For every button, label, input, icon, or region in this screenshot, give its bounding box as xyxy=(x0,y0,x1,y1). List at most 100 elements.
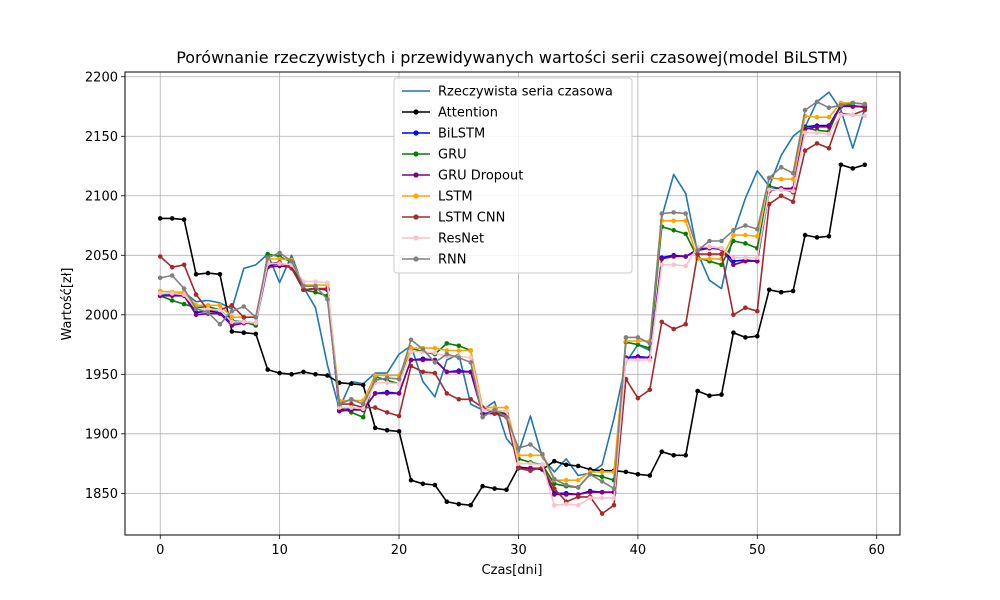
x-tick-label: 40 xyxy=(630,543,647,558)
data-point xyxy=(599,469,605,475)
data-point xyxy=(301,283,306,289)
data-point xyxy=(719,392,724,397)
data-point xyxy=(217,307,223,313)
data-point xyxy=(444,351,450,357)
data-point xyxy=(181,301,187,307)
y-tick-label: 2150 xyxy=(85,130,118,145)
data-point xyxy=(575,485,581,490)
data-point xyxy=(301,287,306,293)
data-point xyxy=(635,338,641,344)
data-point xyxy=(743,223,748,228)
data-point xyxy=(169,264,175,270)
data-point xyxy=(695,251,700,257)
data-point xyxy=(552,458,557,464)
data-point xyxy=(778,164,784,170)
data-point xyxy=(277,256,282,262)
data-point xyxy=(516,466,521,471)
data-point xyxy=(372,391,378,396)
legend-item: ResNet xyxy=(402,232,484,247)
data-point xyxy=(504,414,509,420)
data-point xyxy=(372,373,378,378)
data-point xyxy=(313,289,318,295)
data-point xyxy=(229,314,235,320)
data-point xyxy=(862,162,868,168)
data-point xyxy=(766,187,772,193)
data-point xyxy=(229,329,235,334)
data-point xyxy=(325,297,330,302)
legend-marker xyxy=(413,256,419,262)
data-point xyxy=(563,462,569,468)
data-point xyxy=(540,451,545,457)
legend-label: GRU Dropout xyxy=(438,169,523,184)
data-point xyxy=(217,322,223,327)
data-point xyxy=(766,175,772,181)
legend-marker xyxy=(413,172,419,178)
data-point xyxy=(826,105,832,110)
data-point xyxy=(778,289,784,295)
data-point xyxy=(372,378,378,383)
x-tick-label: 30 xyxy=(510,543,527,558)
data-point xyxy=(814,124,820,130)
data-point xyxy=(229,308,235,314)
y-tick-label: 2000 xyxy=(85,308,118,323)
data-point xyxy=(862,101,868,107)
data-point xyxy=(468,397,474,402)
series-7 xyxy=(157,112,868,508)
data-point xyxy=(563,492,569,497)
data-point xyxy=(850,112,856,118)
data-point xyxy=(611,502,617,508)
legend-label: Attention xyxy=(438,106,498,121)
data-point xyxy=(456,369,462,375)
legend-label: RNN xyxy=(438,253,466,268)
data-point xyxy=(504,408,509,414)
data-point xyxy=(826,124,832,130)
data-point xyxy=(396,391,402,396)
data-point xyxy=(492,407,497,413)
data-point xyxy=(635,342,641,347)
data-point xyxy=(802,107,808,113)
y-tick-label: 1850 xyxy=(85,487,118,502)
data-point xyxy=(659,319,665,325)
x-tick-label: 20 xyxy=(391,543,408,558)
data-point xyxy=(802,126,808,132)
legend-item: BiLSTM xyxy=(402,127,485,142)
data-point xyxy=(755,258,760,264)
data-point xyxy=(169,216,175,221)
data-point xyxy=(241,330,247,336)
data-point xyxy=(396,381,402,387)
data-point xyxy=(229,323,235,328)
data-point xyxy=(671,210,676,215)
data-point xyxy=(444,499,450,505)
data-point xyxy=(826,114,832,120)
data-point xyxy=(755,226,760,232)
data-point xyxy=(337,401,342,407)
x-tick-label: 0 xyxy=(156,543,164,558)
data-point xyxy=(528,442,533,447)
data-point xyxy=(349,381,354,387)
data-point xyxy=(337,408,342,414)
data-point xyxy=(563,482,569,488)
data-point xyxy=(444,341,450,346)
data-point xyxy=(755,333,760,339)
data-point xyxy=(480,483,485,489)
data-point xyxy=(349,405,354,410)
data-point xyxy=(743,255,748,260)
data-point xyxy=(360,382,366,388)
data-point xyxy=(599,511,605,516)
data-point xyxy=(432,370,438,376)
plot-frame xyxy=(124,71,901,536)
data-point xyxy=(265,251,271,257)
data-point xyxy=(719,245,724,251)
data-point xyxy=(790,188,796,194)
data-point xyxy=(575,502,581,508)
data-point xyxy=(575,463,581,469)
data-point xyxy=(778,176,784,182)
data-point xyxy=(838,103,844,108)
data-point xyxy=(563,477,569,483)
data-point xyxy=(766,201,772,207)
legend-marker xyxy=(413,151,419,157)
data-point xyxy=(850,166,856,171)
data-point xyxy=(456,348,462,353)
data-point xyxy=(695,248,700,253)
data-point xyxy=(683,231,688,237)
